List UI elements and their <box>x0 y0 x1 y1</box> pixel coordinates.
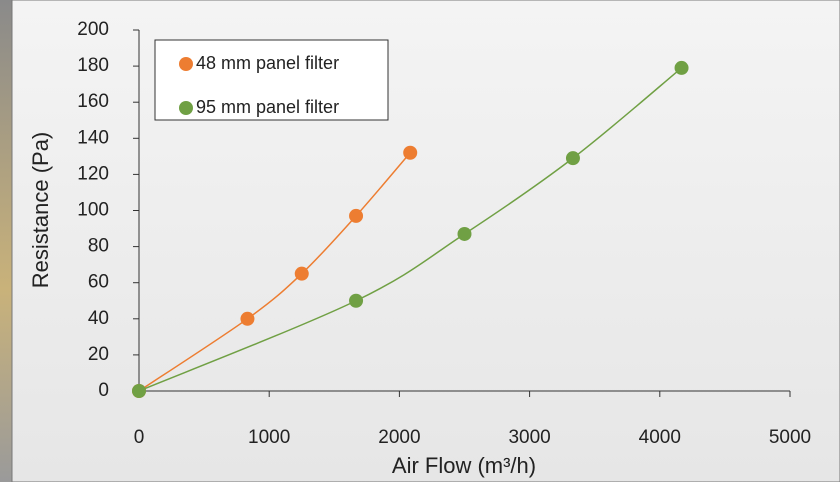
legend-label: 48 mm panel filter <box>196 53 339 73</box>
x-tick-label: 3000 <box>508 427 550 448</box>
y-axis-title: Resistance (Pa) <box>28 132 53 289</box>
data-point <box>458 227 472 241</box>
x-tick-label: 1000 <box>248 427 290 448</box>
y-tick-label: 160 <box>77 91 109 112</box>
data-point <box>349 209 363 223</box>
data-point <box>403 146 417 160</box>
legend-marker <box>179 57 193 71</box>
y-tick-label: 100 <box>77 200 109 221</box>
x-tick-label: 2000 <box>378 427 420 448</box>
data-point <box>675 61 689 75</box>
legend-marker <box>179 101 193 115</box>
x-tick-label: 4000 <box>639 427 681 448</box>
data-point <box>132 384 146 398</box>
y-tick-label: 20 <box>88 344 109 365</box>
x-tick-label: 0 <box>134 427 145 448</box>
y-tick-label: 80 <box>88 236 109 257</box>
y-tick-label: 200 <box>77 19 109 40</box>
page: Resistance (Pa) Air Flow (m³/h) 0 20 40 60 8… <box>0 0 840 482</box>
y-tick-label: 60 <box>88 272 109 293</box>
y-tick-label: 140 <box>77 127 109 148</box>
x-tick-label: 5000 <box>769 427 811 448</box>
y-tick-label: 40 <box>88 308 109 329</box>
legend-label: 95 mm panel filter <box>196 97 339 117</box>
data-point <box>240 312 254 326</box>
chart-background <box>12 0 840 482</box>
y-tick-label: 0 <box>98 380 109 401</box>
y-tick-label: 120 <box>77 163 109 184</box>
y-tick-label: 180 <box>77 55 109 76</box>
x-axis-title: Air Flow (m³/h) <box>392 453 536 478</box>
data-point <box>349 294 363 308</box>
chart: Resistance (Pa) Air Flow (m³/h) 0 20 40 60 8… <box>0 0 840 482</box>
data-point <box>566 151 580 165</box>
data-point <box>295 267 309 281</box>
